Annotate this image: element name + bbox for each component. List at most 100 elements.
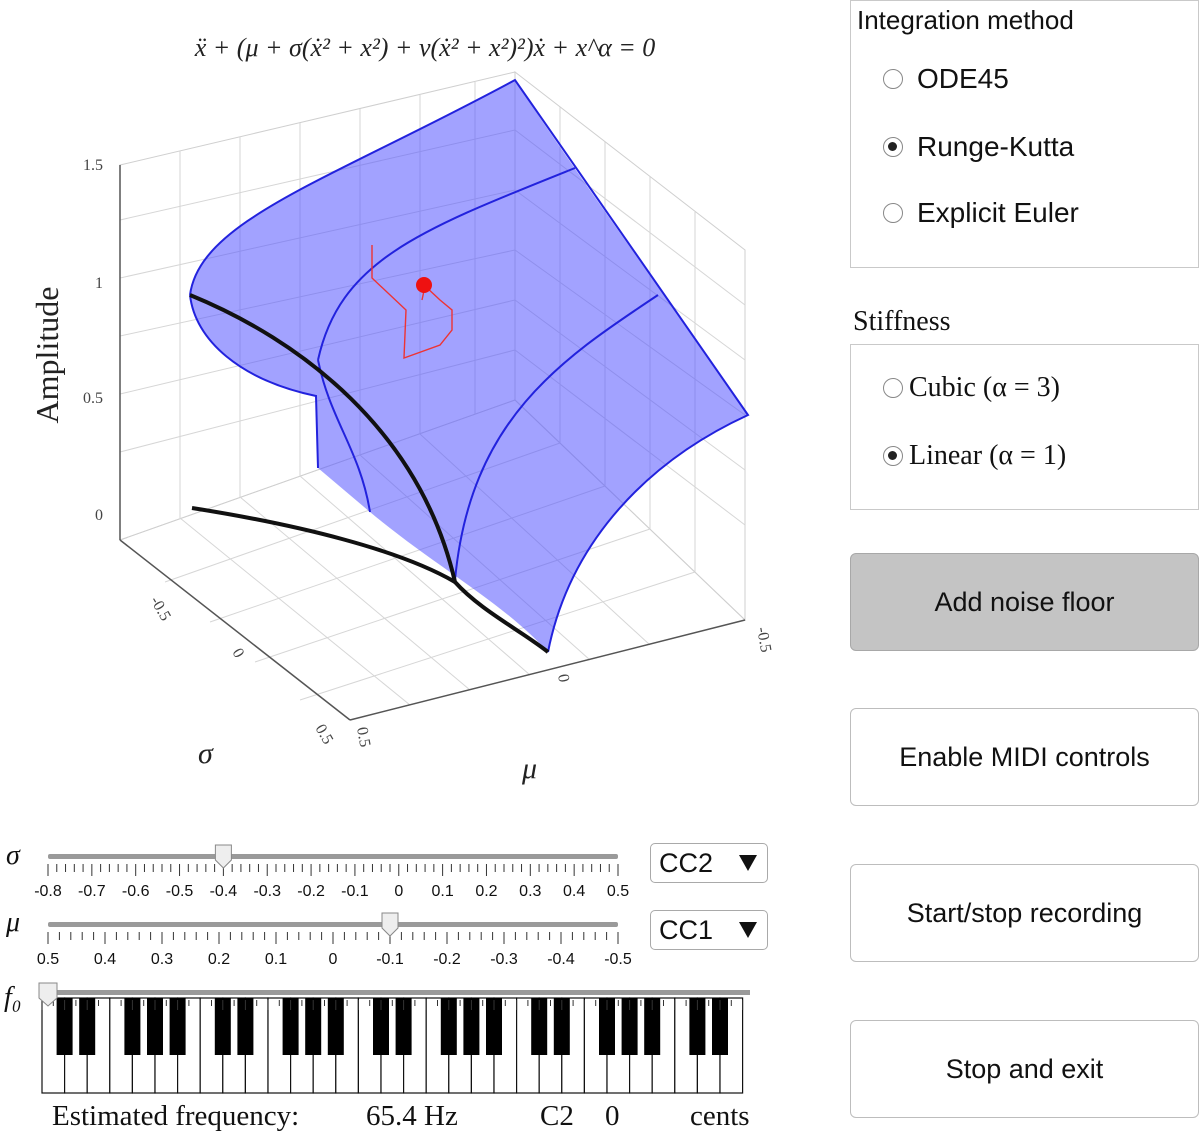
stiffness-panel xyxy=(850,344,1199,510)
sigma-tick-neg0.5: -0.5 xyxy=(147,594,174,624)
black-key[interactable] xyxy=(214,998,231,1055)
sigma-slider[interactable]: -0.8 -0.7 -0.6 -0.5 -0.4 -0.3 -0.2 -0.1 0 0.1 0.2 0… xyxy=(30,840,640,910)
black-key[interactable] xyxy=(124,998,141,1055)
note-name: C2 xyxy=(540,1100,574,1132)
black-key[interactable] xyxy=(599,998,615,1055)
black-key[interactable] xyxy=(712,998,728,1055)
black-key[interactable] xyxy=(327,998,344,1055)
mu-slider-tick-label: 0.5 xyxy=(37,951,59,968)
cents-value: 0 xyxy=(605,1100,620,1132)
black-key[interactable] xyxy=(79,998,96,1055)
mu-slider-thumb[interactable] xyxy=(381,912,399,937)
radio-runge-kutta-label: Runge-Kutta xyxy=(917,131,1075,162)
mu-tick-0: 0 xyxy=(554,673,572,684)
mu-slider-tick-label: 0.2 xyxy=(208,951,230,968)
mu-slider-tick-label: -0.5 xyxy=(604,951,632,968)
radio-linear-label: Linear (α = 1) xyxy=(909,440,1067,471)
black-key[interactable] xyxy=(644,998,661,1055)
z-tick-1: 1 xyxy=(95,275,103,292)
radio-cubic[interactable]: Cubic (α = 3) xyxy=(883,372,1060,404)
sigma-cc-value: CC2 xyxy=(659,847,714,878)
z-axis-label: Amplitude xyxy=(29,287,65,424)
bifurcation-plot[interactable]: ẍ + (μ + σ(ẋ² + x²) + ν(ẋ² + x²)²)ẋ + x^… xyxy=(0,0,790,800)
surface-edge xyxy=(189,78,750,653)
black-key[interactable] xyxy=(169,998,186,1055)
sigma-slider-tick-label: 0.5 xyxy=(607,883,629,900)
mu-slider-tick-label: 0.3 xyxy=(151,951,173,968)
sigma-cc-dropdown[interactable]: CC2 xyxy=(650,843,768,883)
mu-tick-0.5: 0.5 xyxy=(353,726,373,749)
black-key[interactable] xyxy=(56,998,73,1055)
black-key[interactable] xyxy=(282,998,299,1055)
mu-slider-tick-label: -0.1 xyxy=(376,951,404,968)
stiffness-title: Stiffness xyxy=(853,306,951,338)
limit-cycle-surface xyxy=(190,80,748,652)
sigma-tick-0.5: 0.5 xyxy=(312,722,337,748)
integration-method-panel xyxy=(850,0,1199,268)
sigma-slider-tick-label: -0.1 xyxy=(341,883,369,900)
black-key[interactable] xyxy=(486,998,502,1055)
mu-slider-tick-label: 0 xyxy=(329,951,338,968)
f0-slider-thumb[interactable] xyxy=(38,982,58,1007)
radio-explicit-euler-indicator[interactable] xyxy=(883,203,903,223)
black-key[interactable] xyxy=(440,998,457,1055)
sigma-slider-tick-label: 0.4 xyxy=(563,883,585,900)
z-tick-1.5: 1.5 xyxy=(83,157,103,174)
sigma-slider-tick-label: -0.4 xyxy=(210,883,238,900)
radio-ode45-indicator[interactable] xyxy=(883,69,903,89)
sigma-slider-tick-label: -0.5 xyxy=(166,883,194,900)
mu-slider-tick-label: -0.4 xyxy=(547,951,575,968)
sigma-slider-tick-label: -0.6 xyxy=(122,883,150,900)
f0-keyboard[interactable] xyxy=(30,980,755,1095)
stop-exit-button[interactable]: Stop and exit xyxy=(850,1020,1199,1118)
radio-linear[interactable]: Linear (α = 1) xyxy=(883,440,1066,472)
frequency-label: Estimated frequency: xyxy=(52,1100,300,1132)
cents-label: cents xyxy=(690,1100,750,1132)
black-key[interactable] xyxy=(395,998,412,1055)
sigma-tick-labels: -0.5 0 0.5 xyxy=(147,594,337,748)
add-noise-floor-button[interactable]: Add noise floor xyxy=(850,553,1199,651)
z-tick-labels: 0 0.5 1 1.5 xyxy=(83,157,103,524)
sigma-axis-label: σ xyxy=(198,737,214,770)
black-key[interactable] xyxy=(463,998,480,1055)
mu-slider-tick-label: -0.3 xyxy=(490,951,518,968)
radio-cubic-indicator[interactable] xyxy=(883,378,903,398)
black-key[interactable] xyxy=(147,998,163,1055)
z-tick-0.5: 0.5 xyxy=(83,390,103,407)
axis-lines xyxy=(119,165,746,721)
mu-slider-tick-label: 0.4 xyxy=(94,951,116,968)
black-key[interactable] xyxy=(237,998,254,1055)
mu-tick-labels: 0.5 0 -0.5 xyxy=(353,626,774,749)
sigma-slider-tick-label: 0.1 xyxy=(431,883,453,900)
sigma-slider-thumb[interactable] xyxy=(214,844,232,869)
sigma-slider-tick-label: 0.2 xyxy=(475,883,497,900)
radio-linear-indicator[interactable] xyxy=(883,446,903,466)
sigma-slider-tick-label: 0.3 xyxy=(519,883,541,900)
black-key[interactable] xyxy=(553,998,570,1055)
radio-runge-kutta-indicator[interactable] xyxy=(883,137,903,157)
chevron-down-icon xyxy=(739,855,757,871)
black-key[interactable] xyxy=(305,998,322,1055)
enable-midi-button[interactable]: Enable MIDI controls xyxy=(850,708,1199,806)
surface-curves xyxy=(317,167,659,581)
radio-explicit-euler[interactable]: Explicit Euler xyxy=(883,197,1079,229)
black-key[interactable] xyxy=(373,998,389,1055)
black-key[interactable] xyxy=(621,998,638,1055)
black-key[interactable] xyxy=(689,998,706,1055)
radio-runge-kutta[interactable]: Runge-Kutta xyxy=(883,131,1074,163)
state-point xyxy=(416,277,432,293)
radio-explicit-euler-label: Explicit Euler xyxy=(917,197,1079,228)
f0-slider-label: f₀ xyxy=(4,982,22,1013)
sigma-slider-tick-label: -0.2 xyxy=(297,883,325,900)
z-tick-0: 0 xyxy=(95,507,103,524)
radio-ode45[interactable]: ODE45 xyxy=(883,63,1009,95)
mu-cc-dropdown[interactable]: CC1 xyxy=(650,910,768,950)
sigma-slider-tick-label: -0.7 xyxy=(78,883,106,900)
sigma-slider-tick-label: 0 xyxy=(394,883,403,900)
sigma-tick-0: 0 xyxy=(229,646,248,661)
mu-cc-value: CC1 xyxy=(659,914,714,945)
record-button[interactable]: Start/stop recording xyxy=(850,864,1199,962)
black-key[interactable] xyxy=(531,998,548,1055)
mu-slider[interactable]: 0.5 0.4 0.3 0.2 0.1 0 -0.1 -0.2 -0.3 -0.4 -0.5 xyxy=(30,908,640,978)
radio-cubic-label: Cubic (α = 3) xyxy=(909,372,1060,403)
